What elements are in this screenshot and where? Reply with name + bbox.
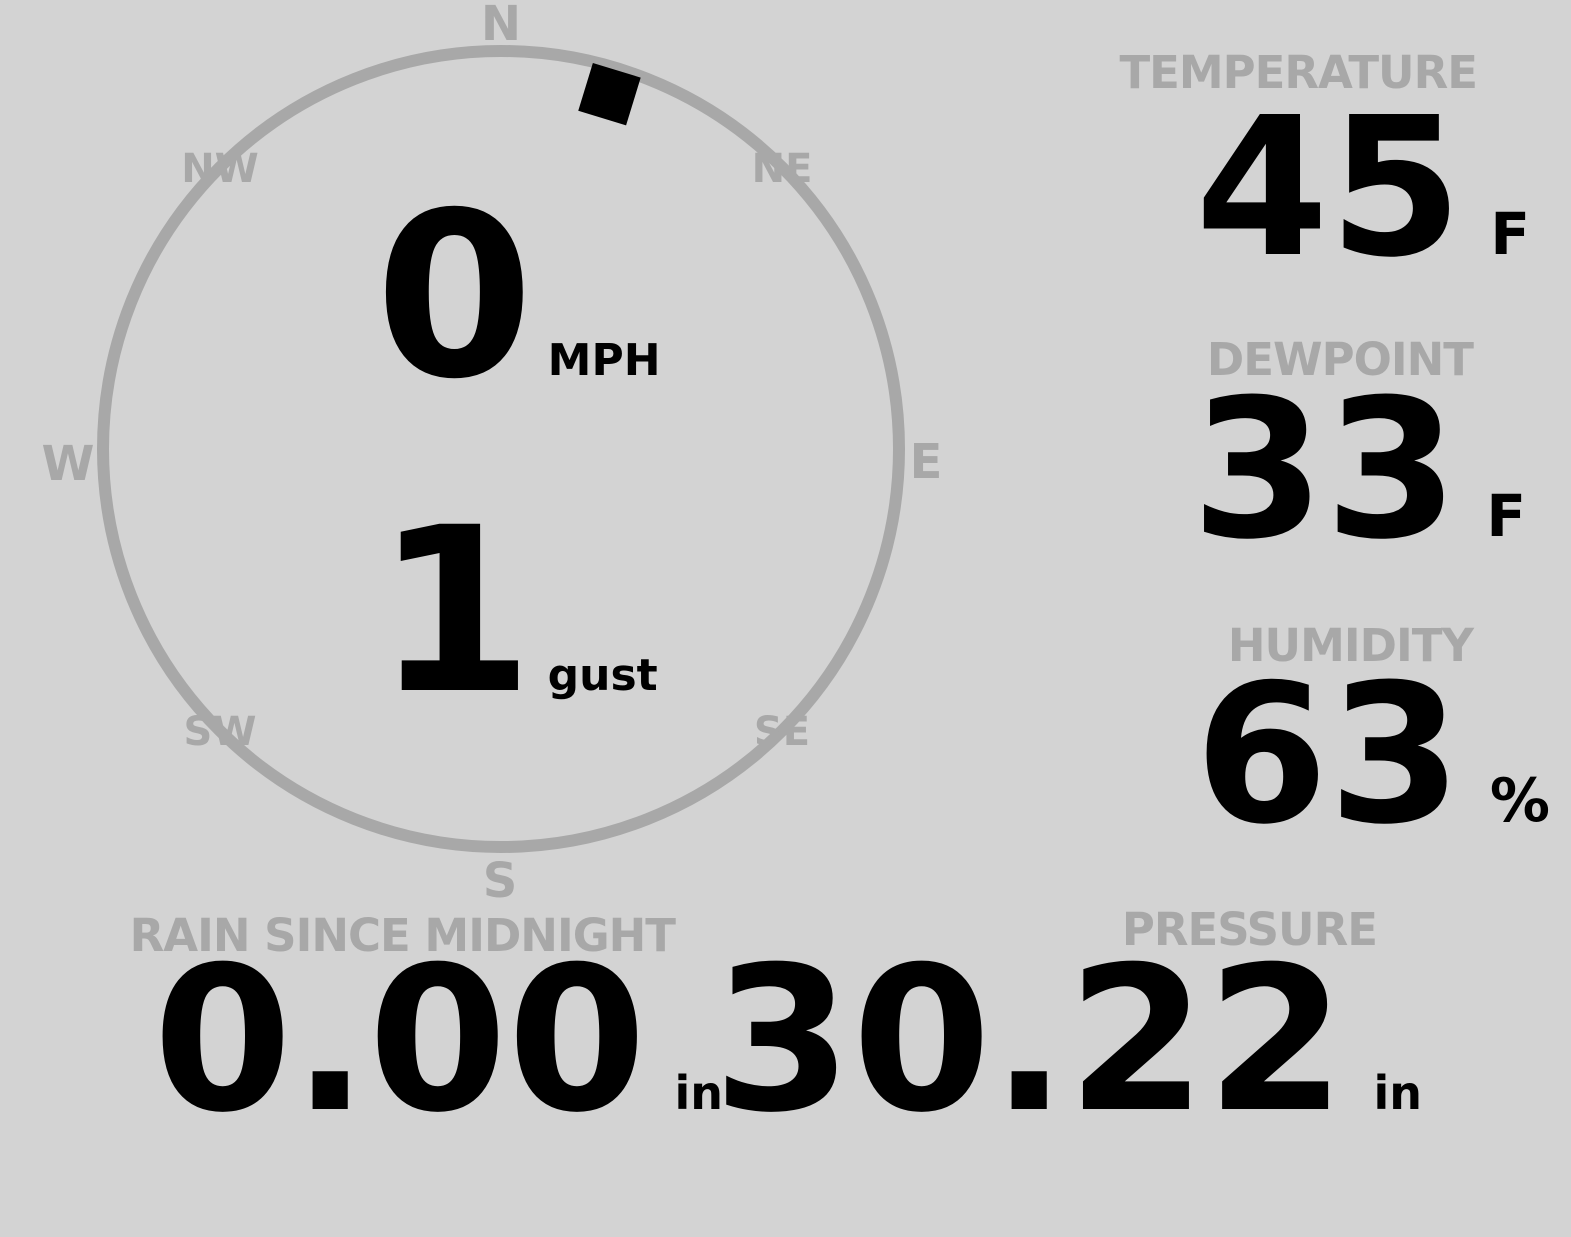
compass-label-southwest: SW: [184, 709, 257, 755]
pressure-label: PRESSURE: [1121, 903, 1378, 956]
dewpoint-value: 33: [1191, 359, 1459, 582]
pressure-value: 30.22: [712, 924, 1346, 1157]
humidity-reading: 63 %: [1195, 660, 1550, 852]
wind-gust: 1 gust: [375, 497, 658, 725]
compass-label-north: N: [481, 0, 521, 52]
compass-label-northwest: NW: [181, 146, 259, 192]
rain-reading: 0.00 in: [153, 941, 723, 1141]
wind-speed: 0 MPH: [375, 182, 661, 410]
wind-gust-unit: gust: [547, 650, 658, 701]
temperature-label: TEMPERATURE: [1119, 46, 1478, 99]
dewpoint-reading: 33 F: [1191, 375, 1526, 567]
pressure-reading: 30.22 in: [713, 941, 1422, 1141]
dewpoint-unit: F: [1486, 482, 1526, 550]
dewpoint-label: DEWPOINT: [1206, 333, 1474, 386]
humidity-unit: %: [1489, 766, 1550, 836]
compass-label-east: E: [910, 434, 943, 490]
compass-label-west: W: [42, 436, 95, 492]
wind-direction-marker: [578, 62, 641, 126]
humidity-value: 63: [1194, 644, 1462, 867]
humidity-label: HUMIDITY: [1227, 619, 1474, 672]
compass-label-northeast: NE: [752, 146, 813, 192]
rain-label: RAIN SINCE MIDNIGHT: [129, 909, 676, 962]
compass-label-southeast: SE: [754, 709, 810, 755]
compass-label-south: S: [483, 853, 518, 909]
rain-unit: in: [674, 1066, 723, 1120]
compass-ring: [97, 45, 905, 853]
pressure-unit: in: [1373, 1066, 1422, 1120]
temperature-unit: F: [1490, 200, 1530, 268]
wind-speed-value: 0: [375, 163, 534, 429]
rain-value: 0.00: [153, 924, 647, 1157]
wind-gust-value: 1: [375, 478, 534, 744]
temperature-reading: 45 F: [1195, 93, 1530, 285]
wind-speed-unit: MPH: [547, 335, 661, 386]
temperature-value: 45: [1195, 77, 1463, 300]
